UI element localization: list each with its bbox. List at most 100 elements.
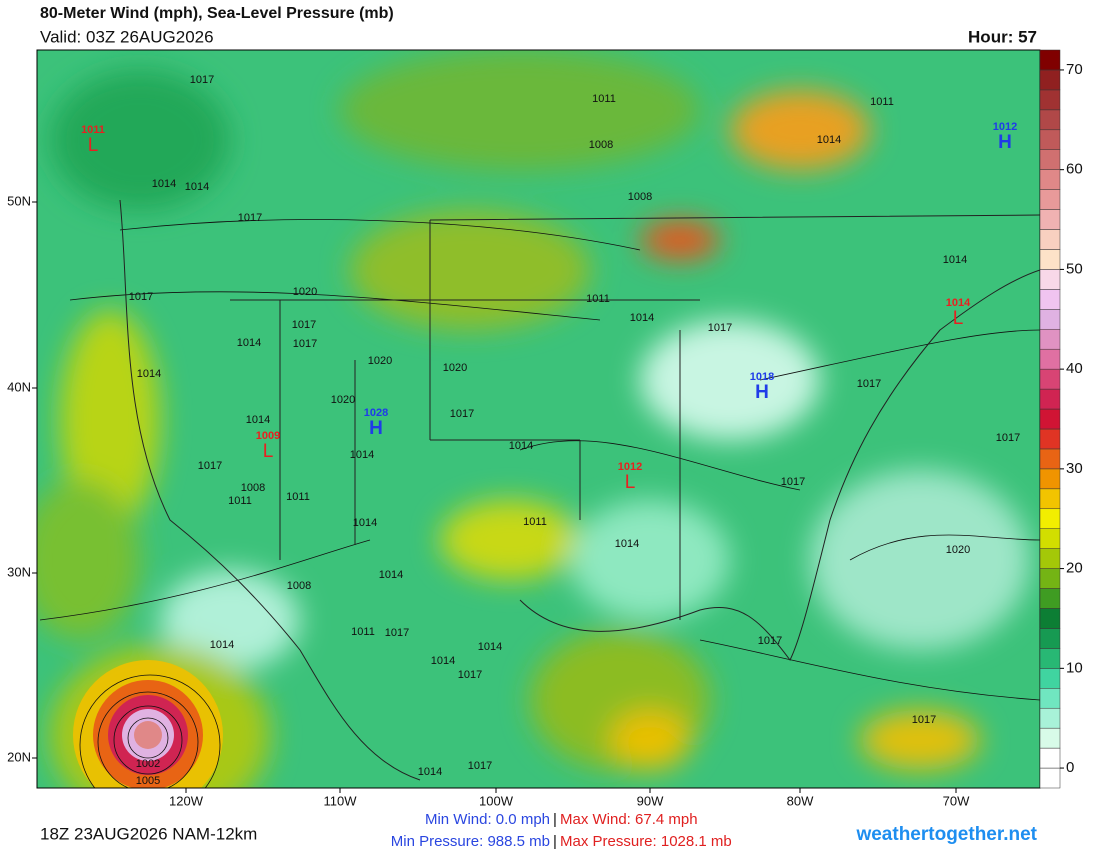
forecast-hour: Hour: 57 [968,27,1037,46]
isobar-label: 1011 [870,96,894,108]
isobar-label: 1017 [857,378,881,390]
isobar-label: 1014 [615,538,639,550]
isobar-label: 1005 [136,775,160,787]
lon-label: 120W [169,793,204,808]
isobar-label: 1017 [292,319,316,331]
isobar-label: 1014 [137,368,161,380]
high-symbol: H [998,132,1012,153]
colorbar-band [1039,89,1061,111]
low-value: 1012 [618,461,642,473]
isobar-label: 1017 [458,669,482,681]
title: 80-Meter Wind (mph), Sea-Level Pressure … [40,5,394,22]
isobar-label: 1014 [431,655,455,667]
isobar-label: 1017 [450,408,474,420]
colorbar-band [1039,628,1061,649]
colorbar-label: 60 [1066,161,1083,178]
isobar-label: 1017 [238,212,262,224]
isobar-label: 1014 [509,440,533,452]
isobar-label: 1014 [418,766,442,778]
colorbar-band [1039,548,1061,569]
colorbar-band [1039,727,1061,749]
colorbar-band [1039,129,1061,150]
isobar-label: 1014 [237,337,261,349]
colorbar-label: 40 [1066,360,1083,377]
lon-label: 70W [943,793,970,808]
colorbar-band [1039,388,1061,410]
isobar-label: 1014 [246,414,270,426]
separator: | [553,811,557,828]
colorbar-band [1039,468,1061,490]
isobar-label: 1002 [136,758,160,770]
colorbar-band [1039,348,1061,370]
low-symbol: L [88,135,99,156]
high-value: 1028 [364,407,388,419]
isobar-label: 1020 [443,362,467,374]
colorbar-band [1039,448,1061,470]
isobar-label: 1014 [353,517,377,529]
colorbar-band [1039,209,1061,230]
isobar-label: 1014 [210,639,234,651]
colorbar-band [1039,568,1061,589]
lat-label: 40N [7,379,31,394]
low-value: 1011 [81,124,105,136]
colorbar-band [1039,588,1061,609]
isobar-label: 1017 [708,322,732,334]
colorbar-label: 0 [1066,759,1074,776]
colorbar-band [1039,169,1061,190]
isobar-label: 1017 [293,338,317,350]
colorbar-band [1039,428,1061,450]
isobar-label: 1014 [185,181,209,193]
colorbar-band [1039,408,1061,430]
high-symbol: H [369,418,383,439]
lon-label: 80W [787,793,814,808]
isobar-label: 1014 [630,312,654,324]
lat-label: 50N [7,193,31,208]
max-wind: Max Wind: 67.4 mph [560,811,698,828]
lon-label: 90W [637,793,664,808]
colorbar-band [1039,49,1061,71]
colorbar-label: 30 [1066,460,1083,477]
colorbar-band [1039,69,1061,91]
isobar-label: 1020 [368,355,392,367]
colorbar-label: 70 [1066,61,1083,78]
colorbar-band [1039,488,1061,510]
lat-label: 30N [7,564,31,579]
isobar-label: 1014 [943,254,967,266]
colorbar-band [1039,668,1061,689]
min-wind: Min Wind: 0.0 mph [425,811,550,828]
colorbar-band [1039,249,1061,270]
low-symbol: L [953,308,964,329]
isobar-label: 1017 [758,635,782,647]
colorbar-band [1039,747,1061,769]
colorbar-band [1039,688,1061,709]
colorbar-band [1039,368,1061,390]
model-run: 18Z 23AUG2026 NAM-12km [40,824,257,843]
separator: | [553,833,557,850]
isobar-label: 1017 [468,760,492,772]
site-name: weathertogether.net [855,824,1037,845]
colorbar-band [1039,149,1061,170]
low-value: 1009 [256,430,280,442]
isobar-label: 1011 [592,93,616,105]
colorbar-band [1039,528,1061,549]
colorbar-label: 50 [1066,260,1083,277]
colorbar-band [1039,608,1061,629]
low-value: 1014 [946,297,971,309]
colorbar-band [1039,309,1061,330]
colorbar-band [1039,109,1061,131]
isobar-label: 1011 [286,491,310,503]
isobar-label: 1014 [817,134,841,146]
max-pressure: Max Pressure: 1028.1 mb [560,833,732,850]
high-value: 1012 [993,121,1017,133]
isobar-label: 1017 [198,460,222,472]
colorbar-band [1039,328,1061,350]
isobar-label: 1020 [946,544,970,556]
isobar-label: 1008 [241,482,265,494]
isobar-label: 1014 [478,641,502,653]
isobar-label: 1011 [351,626,375,638]
colorbar-band [1039,648,1061,669]
isobar-label: 1008 [589,139,613,151]
isobar-label: 1014 [379,569,403,581]
